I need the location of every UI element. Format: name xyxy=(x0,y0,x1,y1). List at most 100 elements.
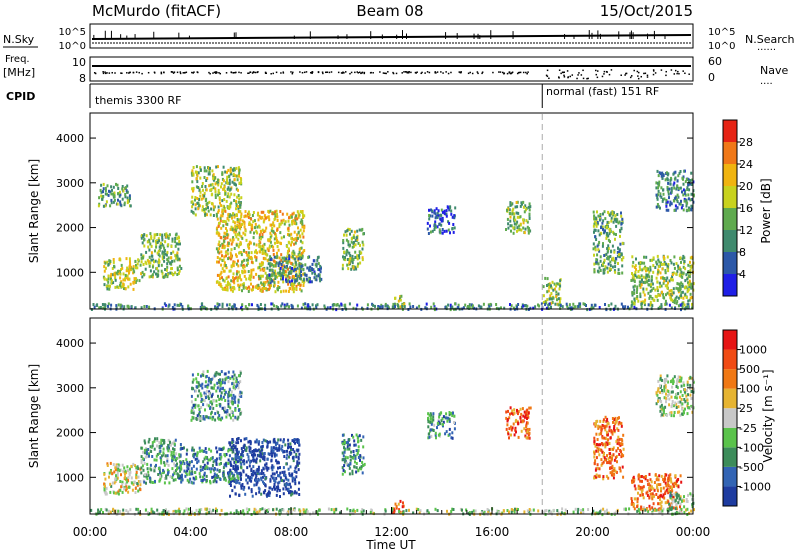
data-cell xyxy=(593,230,595,234)
data-cell xyxy=(164,233,166,237)
data-cell xyxy=(224,209,227,213)
data-cell xyxy=(192,378,195,382)
data-cell xyxy=(214,190,217,194)
data-cell xyxy=(691,302,693,306)
nave-dot xyxy=(629,76,632,79)
data-cell xyxy=(428,217,431,221)
data-cell xyxy=(98,196,101,200)
data-cell xyxy=(167,243,170,247)
data-cell xyxy=(268,268,271,272)
data-cell xyxy=(400,294,403,298)
data-cell xyxy=(232,444,235,448)
nave-dot xyxy=(392,72,395,75)
data-cell xyxy=(299,272,302,276)
data-cell xyxy=(298,251,301,254)
data-cell xyxy=(301,232,304,236)
data-cell xyxy=(116,272,119,276)
data-cell xyxy=(655,260,658,264)
data-cell xyxy=(358,256,361,260)
data-cell xyxy=(190,209,193,213)
data-cell xyxy=(268,258,271,262)
data-cell xyxy=(234,233,237,236)
nave-dot xyxy=(471,72,474,75)
data-cell xyxy=(104,266,107,270)
data-cell xyxy=(152,258,155,262)
data-cell xyxy=(654,294,657,298)
data-cell xyxy=(447,416,450,420)
data-cell xyxy=(603,258,606,262)
data-cell xyxy=(237,383,240,387)
data-cell xyxy=(683,286,686,290)
data-cell xyxy=(454,302,457,306)
data-cell xyxy=(662,198,664,201)
data-cell xyxy=(540,302,543,306)
data-cell xyxy=(227,257,230,261)
data-cell xyxy=(599,213,602,216)
data-cell xyxy=(171,259,174,263)
data-cell xyxy=(231,477,234,481)
data-cell xyxy=(546,284,548,287)
data-cell xyxy=(255,286,258,290)
nave-dot xyxy=(270,72,272,75)
data-cell xyxy=(685,273,688,277)
data-cell xyxy=(224,454,227,458)
data-cell xyxy=(429,224,431,228)
data-cell xyxy=(343,464,346,468)
data-cell xyxy=(237,225,240,228)
data-cell xyxy=(136,266,139,270)
data-cell xyxy=(319,270,322,274)
nave-dot xyxy=(179,72,182,75)
data-cell xyxy=(272,221,275,225)
data-cell xyxy=(163,255,166,259)
data-cell xyxy=(430,208,432,212)
data-cell xyxy=(686,186,689,190)
data-cell xyxy=(296,266,299,270)
data-cell xyxy=(293,440,295,444)
data-cell xyxy=(115,182,117,186)
data-cell xyxy=(681,275,684,279)
data-cell xyxy=(619,230,622,234)
nave-dot xyxy=(569,75,572,78)
data-cell xyxy=(342,255,344,259)
data-cell xyxy=(651,297,654,300)
data-cell xyxy=(675,272,678,276)
data-cell xyxy=(243,270,246,274)
data-cell xyxy=(681,290,684,294)
data-cell xyxy=(267,441,270,444)
data-cell xyxy=(179,467,182,471)
data-cell xyxy=(178,264,181,268)
data-cell xyxy=(632,275,635,279)
data-cell xyxy=(228,394,231,398)
data-cell xyxy=(229,286,232,290)
data-cell xyxy=(173,442,176,446)
power-ylabel: Slant Range [km] xyxy=(27,159,41,263)
data-cell xyxy=(345,461,348,465)
data-cell xyxy=(123,466,126,470)
data-cell xyxy=(663,257,665,261)
data-cell xyxy=(298,452,301,456)
data-cell xyxy=(301,256,304,260)
data-cell xyxy=(245,437,248,441)
data-cell xyxy=(612,256,615,260)
data-cell xyxy=(512,207,515,211)
data-cell xyxy=(471,304,474,308)
data-cell xyxy=(202,460,205,464)
data-cell xyxy=(236,474,239,478)
data-cell xyxy=(219,372,221,376)
nave-dot xyxy=(567,76,570,78)
data-cell xyxy=(257,211,260,215)
nave-dot xyxy=(209,72,211,75)
data-cell xyxy=(252,459,255,463)
data-cell xyxy=(468,306,471,309)
data-cell xyxy=(207,397,210,401)
data-cell xyxy=(229,187,232,191)
data-cell xyxy=(197,404,200,408)
data-cell xyxy=(194,213,197,217)
data-cell xyxy=(238,274,241,278)
nave-dot xyxy=(637,71,640,74)
data-cell xyxy=(636,295,639,298)
data-cell xyxy=(295,287,298,291)
data-cell xyxy=(613,250,616,254)
data-cell xyxy=(219,404,222,408)
data-cell xyxy=(210,449,213,453)
